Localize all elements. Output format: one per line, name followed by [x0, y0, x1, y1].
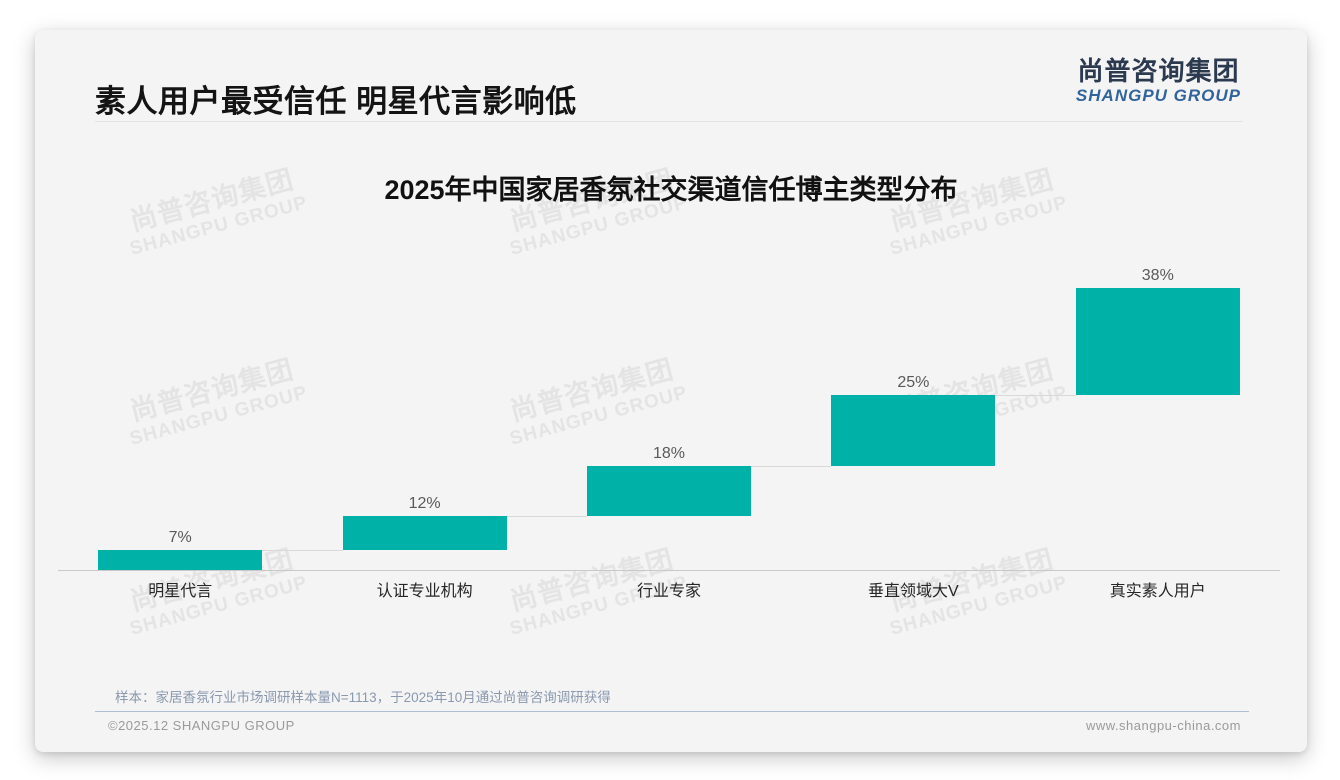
step-connector-line-1 [506, 516, 587, 518]
bar-value-label-3: 25% [897, 374, 930, 392]
x-axis-label-0: 明星代言 [148, 583, 213, 600]
waterfall-bar-1 [342, 516, 507, 551]
x-axis-label-3: 垂直领域大V [868, 583, 959, 600]
waterfall-bar-4 [1075, 288, 1240, 396]
logo-english-name: SHANGPU GROUP [1075, 86, 1241, 105]
sample-footnote: 样本：家居香氛行业市场调研样本量N=1113，于2025年10月通过尚普咨询调研… [115, 690, 611, 705]
x-axis-line [58, 570, 1280, 571]
x-axis-label-2: 行业专家 [636, 583, 701, 600]
slide-card: 尚普咨询集团 SHANGPU GROUP 尚普咨询集团 SHANGPU GROUP 尚普… [35, 30, 1307, 752]
bar-value-label-2: 18% [652, 444, 686, 462]
waterfall-bar-3 [831, 395, 996, 466]
x-axis-label-1: 认证专业机构 [376, 583, 473, 600]
copyright-text: ©2025.12 SHANGPU GROUP [108, 718, 295, 733]
bar-value-label-0: 7% [168, 529, 192, 547]
chart-title: 2025年中国家居香氛社交渠道信任博主类型分布 [384, 175, 958, 205]
waterfall-bar-2 [587, 465, 751, 517]
logo-chinese-name: 尚普咨询集团 [1077, 56, 1240, 86]
step-connector-line-2 [751, 465, 832, 467]
x-axis-label-4: 真实素人用户 [1109, 583, 1206, 600]
company-logo: 尚普咨询集团 SHANGPU GROUP [1076, 56, 1241, 106]
header-divider [95, 121, 1243, 122]
website-url: www.shangpu-china.com [1085, 718, 1241, 733]
step-connector-line-3 [995, 395, 1076, 397]
bar-value-label-4: 38% [1141, 267, 1174, 284]
waterfall-chart: 7% 明星代言 12% 认证专业机构 18% 行业专家 25% 垂直领域大V 38% 真实素人用户 [58, 267, 1280, 650]
footer-divider [95, 711, 1249, 712]
waterfall-bar-0 [98, 550, 263, 570]
step-connector-line-0 [262, 550, 343, 552]
bar-value-label-1: 12% [408, 495, 441, 513]
page-title: 素人用户最受信任 明星代言影响低 [95, 84, 577, 119]
